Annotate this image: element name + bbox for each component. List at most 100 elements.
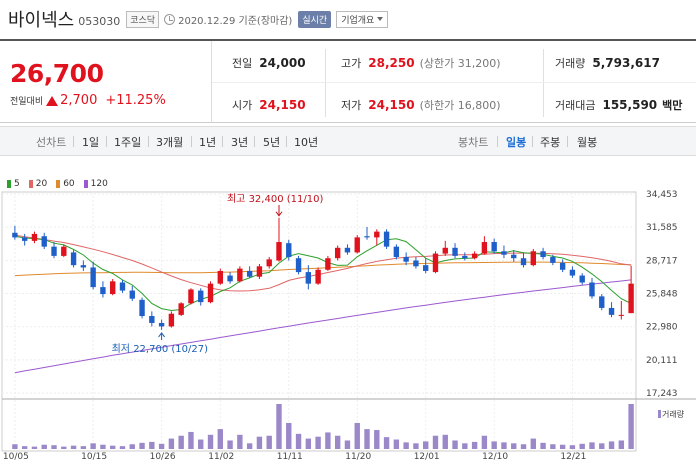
prev-close: 전일 24,000 [232,55,306,71]
candle-body [256,266,263,277]
realtime-button[interactable]: 실시간 [298,10,332,28]
min-price-annotation: 최저 22,700 (10/27) [112,343,208,355]
tab-10year[interactable]: 10년 [294,136,319,149]
candle-body [520,258,527,266]
x-tick-label: 12/10 [482,452,508,462]
up-arrow-icon [46,95,59,106]
legend-ma120[interactable]: 120 [83,179,108,189]
y-tick-label: 34,453 [646,190,678,200]
candle-body [423,265,429,271]
company-overview-button[interactable]: 기업개요 [336,10,389,28]
tab-monthly[interactable]: 월봉 [577,136,598,149]
x-tick-label: 10/05 [3,452,29,462]
base-date: 2020.12.29 기준(장마감) [178,15,293,27]
candle-body [462,255,468,259]
prev-close-label: 전일 [232,57,253,70]
candle-body [452,247,458,256]
volume-bar [276,404,282,449]
stock-name: 바이넥스 [8,10,75,31]
divider [73,136,74,147]
legend-ma60[interactable]: 60 [56,179,75,189]
moving-average-legend: 5 20 60 120 [7,179,108,189]
volume-bar [41,444,47,449]
amount-label: 거래대금 [555,99,596,112]
volume-legend-swatch [658,410,661,418]
volume-bar [344,440,351,449]
volume-bar [442,434,448,449]
volume-bar [618,440,625,449]
volume-bar [383,437,390,449]
candle-body [12,232,18,238]
candle-body [628,283,634,314]
candle-body [403,257,409,262]
candle-body [207,283,214,303]
candle-body [80,265,87,268]
volume-bar [315,436,321,449]
volume-bar [158,443,165,449]
x-tick-label: 11/11 [277,452,303,462]
candle-body [227,275,233,282]
candle-body [41,236,47,247]
volume-bar [550,444,556,449]
price-summary: 26,700 전일대비 2,700 +11.25% 전일 24,000 고가 2… [0,39,696,123]
volume-bar [589,442,595,449]
candle-body [51,246,57,256]
volume-bar [227,440,233,449]
trade-amount: 거래대금 155,590 백만 [555,97,682,113]
open-value: 24,150 [259,98,306,112]
volume-bar [168,438,175,449]
volume-bar [80,446,87,449]
volume-bar [452,440,458,449]
volume-bar [462,443,468,449]
legend-ma5[interactable]: 5 [7,179,20,189]
tab-1week[interactable]: 1주일 [114,136,142,149]
high-label: 고가 [341,57,362,70]
x-tick-label: 11/20 [345,452,371,462]
candle-body [100,287,106,295]
volume-bar [70,445,77,449]
x-tick-label: 12/01 [414,452,440,462]
volume-bar [12,444,18,449]
volume-bar [432,435,439,449]
volume-label: 거래량 [555,57,586,70]
candle-body [129,290,135,299]
volume-bar [393,439,400,449]
volume-bar [374,430,380,449]
legend-ma20[interactable]: 20 [28,179,47,189]
candle-body [589,282,595,297]
tab-3month[interactable]: 3개월 [156,136,184,149]
candlestick-chart[interactable]: 34,453 31,585 28,717 25,848 22,980 20,111 17,2… [0,172,696,466]
candle-body [90,267,96,288]
volume-bar [530,438,536,449]
divider [497,136,498,147]
volume-bar [511,443,517,449]
volume-bar [481,435,488,449]
divider [325,49,326,117]
tab-5year[interactable]: 5년 [263,136,281,149]
max-price-annotation: 최고 32,400 (11/10) [227,193,323,205]
volume-bar [178,435,184,449]
tab-3year[interactable]: 3년 [231,136,249,149]
y-tick-label: 22,980 [646,323,678,333]
legend-ma60-label: 60 [63,179,75,189]
amount-unit: 백만 [662,99,683,112]
candle-body [325,258,331,270]
volume-bar [413,443,419,449]
volume-bar [139,442,145,449]
tab-daily[interactable]: 일봉 [506,136,527,149]
high-value: 28,250 [368,56,415,70]
divider [212,82,696,83]
candle-body [158,322,165,327]
divider [106,136,107,147]
candle-body [599,296,605,308]
tab-1year[interactable]: 1년 [199,136,217,149]
volume-bar [51,445,57,449]
current-price-box: 26,700 전일대비 2,700 +11.25% [0,41,212,123]
candle-body [139,299,145,317]
tab-weekly[interactable]: 주봉 [540,136,561,149]
tab-1day[interactable]: 1일 [82,136,100,149]
high-price: 고가 28,250 (상한가 31,200) [341,55,501,71]
line-chart-label: 선차트 [36,136,67,149]
candle-body [393,246,400,258]
volume-bar [364,429,370,449]
